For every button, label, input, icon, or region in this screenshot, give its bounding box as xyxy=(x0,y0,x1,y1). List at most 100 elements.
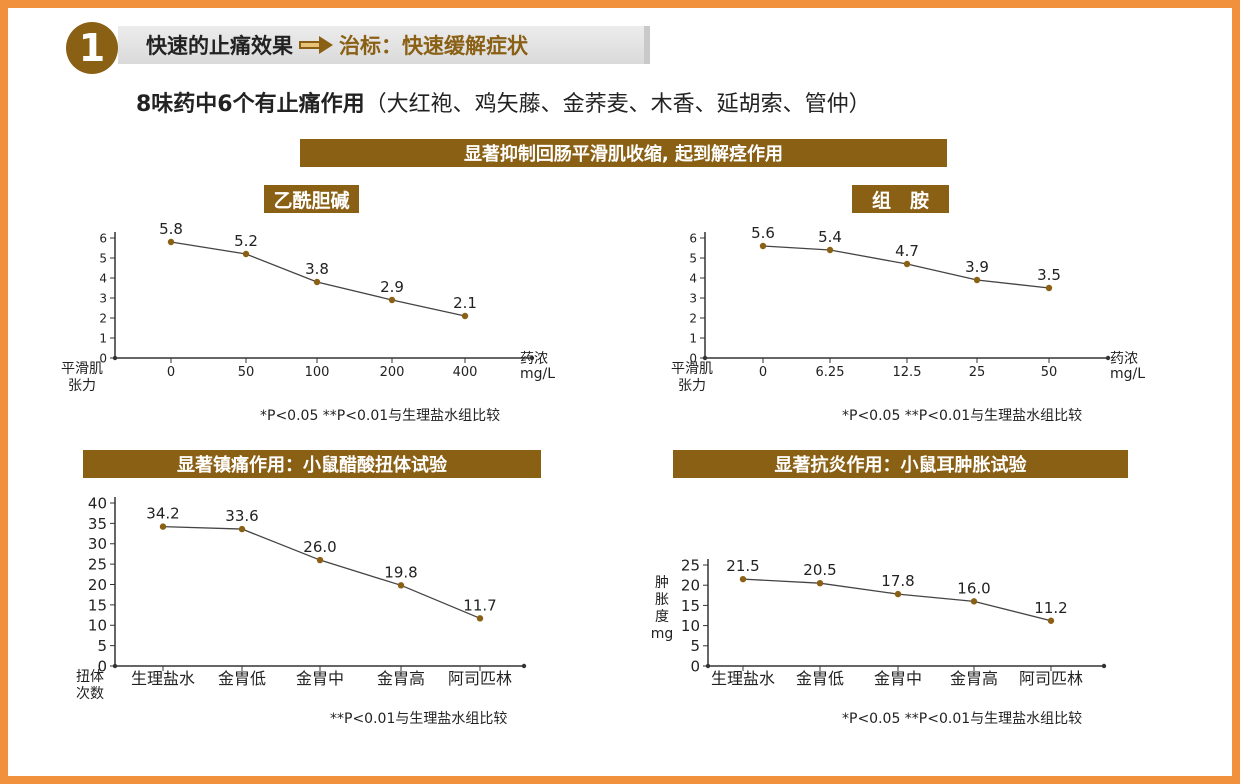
data-point xyxy=(461,312,469,320)
y-tick-label: 2 xyxy=(99,311,107,325)
y-tick-label: 2 xyxy=(689,311,697,325)
subtitle: 8味药中6个有止痛作用（大红袍、鸡矢藤、金荞麦、木香、延胡索、管仲） xyxy=(136,86,871,118)
data-point xyxy=(970,598,978,605)
y-tick-label: 10 xyxy=(681,617,700,635)
data-label: 19.8 xyxy=(384,563,417,581)
x-tick-label: 阿司匹林 xyxy=(448,669,512,688)
x-tick-label: 0 xyxy=(759,365,767,380)
data-label: 5.6 xyxy=(751,224,775,242)
y-tick-label: 5 xyxy=(690,637,700,655)
x-axis-end-dot xyxy=(529,355,535,361)
data-label: 5.4 xyxy=(818,228,842,246)
y-tick-label: 35 xyxy=(88,515,107,533)
chart-histamine: 0 1 2 3 4 5 6 0 6.25 12.5 25 50 5.6 5.4 4.7 3.9 3.5 平滑肌张力… xyxy=(671,224,1145,394)
data-point xyxy=(242,250,250,258)
y-tick-label: 25 xyxy=(88,556,107,574)
y-tick-label: 0 xyxy=(690,657,700,675)
x-axis-label: mg/L xyxy=(520,366,555,382)
data-label: 5.8 xyxy=(159,220,183,238)
note-histamine: *P<0.05 **P<0.01与生理盐水组比较 xyxy=(842,408,1083,424)
data-point xyxy=(238,525,246,533)
header-title-right: 治标：快速缓解症状 xyxy=(339,34,528,58)
y-tick-label: 1 xyxy=(689,331,697,345)
x-tick-label: 阿司匹林 xyxy=(1019,669,1083,688)
data-point xyxy=(388,296,396,304)
y-axis-label: 张力 xyxy=(68,378,96,394)
data-label: 3.8 xyxy=(305,260,329,278)
y-tick-label: 0 xyxy=(99,351,107,365)
y-axis-label: 张力 xyxy=(678,378,706,394)
chart-title-histamine: 组 胺 xyxy=(852,185,949,213)
data-label: 2.1 xyxy=(453,294,477,312)
y-tick-label: 30 xyxy=(88,535,107,553)
data-point xyxy=(973,276,981,284)
y-tick-label: 3 xyxy=(689,291,697,305)
x-tick-label: 100 xyxy=(305,365,330,380)
x-tick-label: 50 xyxy=(238,365,255,380)
note-acetylcholine: *P<0.05 **P<0.01与生理盐水组比较 xyxy=(260,408,501,424)
subtitle-rest: （大红袍、鸡矢藤、金荞麦、木香、延胡索、管仲） xyxy=(364,92,871,117)
banner-antiinflammatory: 显著抗炎作用：小鼠耳肿胀试验 xyxy=(673,450,1128,478)
y-axis-label: 平滑肌 xyxy=(671,360,713,377)
x-tick-label: 400 xyxy=(453,365,478,380)
header-title-left: 快速的止痛效果 xyxy=(146,34,293,58)
y-tick-label: 20 xyxy=(681,577,700,595)
y-tick-label: 4 xyxy=(99,271,107,285)
x-axis-label: 药浓 xyxy=(1110,351,1138,367)
y-axis-label: 扭体 xyxy=(76,669,104,685)
note-ear-swelling: *P<0.05 **P<0.01与生理盐水组比较 xyxy=(842,711,1083,727)
data-label: 17.8 xyxy=(881,572,914,590)
subtitle-bold: 8味药中6个有止痛作用 xyxy=(136,92,365,117)
x-tick-label: 50 xyxy=(1041,365,1058,380)
y-tick-label: 6 xyxy=(689,231,697,245)
y-tick-label: 1 xyxy=(99,331,107,345)
y-axis-label: 度 xyxy=(655,609,669,625)
data-point xyxy=(1045,284,1053,292)
x-axis-end-dot xyxy=(521,663,527,669)
y-tick-label: 4 xyxy=(689,271,697,285)
data-label: 4.7 xyxy=(895,242,919,260)
data-label: 26.0 xyxy=(303,538,336,556)
data-label: 3.9 xyxy=(965,258,989,276)
x-tick-label: 金胃低 xyxy=(796,669,844,688)
x-tick-label: 200 xyxy=(380,365,405,380)
chart-writhing: 0 5 10 15 20 25 30 35 40 生理盐水 金胃低 金胃中 金胃高 阿司匹林 34.2 33.… xyxy=(76,494,527,702)
data-point xyxy=(316,556,324,564)
banner-analgesic: 显著镇痛作用：小鼠醋酸扭体试验 xyxy=(83,450,541,478)
y-tick-label: 10 xyxy=(88,617,107,635)
x-tick-label: 生理盐水 xyxy=(131,669,195,688)
x-tick-label: 金胃高 xyxy=(950,669,998,688)
x-tick-label: 金胃低 xyxy=(218,669,266,688)
data-label: 11.2 xyxy=(1034,599,1067,617)
y-tick-label: 5 xyxy=(97,637,107,655)
data-point xyxy=(476,615,484,622)
x-tick-label: 金胃中 xyxy=(296,669,344,688)
data-label: 16.0 xyxy=(957,579,990,597)
section-header: 快速的止痛效果 治标：快速缓解症状 xyxy=(118,26,650,64)
chart-ear-swelling: 0 5 10 15 20 25 生理盐水 金胃低 金胃中 金胃高 阿司匹林 21.5 20.5 17.8 1… xyxy=(651,556,1107,688)
y-tick-label: 25 xyxy=(681,556,700,574)
y-tick-label: 0 xyxy=(97,657,107,675)
data-point xyxy=(894,590,902,598)
x-tick-label: 6.25 xyxy=(816,365,845,380)
data-label: 21.5 xyxy=(726,557,759,575)
y-tick-label: 6 xyxy=(99,231,107,245)
data-label: 5.2 xyxy=(234,232,258,250)
data-point xyxy=(759,242,767,250)
data-point xyxy=(903,260,911,268)
data-point xyxy=(739,575,747,583)
x-tick-label: 金胃高 xyxy=(377,669,425,688)
y-tick-label: 0 xyxy=(689,351,697,365)
y-tick-label: 15 xyxy=(681,597,700,615)
data-point xyxy=(159,523,167,530)
data-point xyxy=(1047,617,1055,624)
data-point xyxy=(397,582,405,589)
y-tick-label: 5 xyxy=(99,251,107,265)
banner-spasm: 显著抑制回肠平滑肌收缩, 起到解痉作用 xyxy=(300,139,947,167)
x-tick-label: 12.5 xyxy=(893,365,922,380)
data-label: 3.5 xyxy=(1037,266,1061,284)
x-axis-label: 药浓 xyxy=(520,351,548,367)
data-label: 2.9 xyxy=(380,278,404,296)
